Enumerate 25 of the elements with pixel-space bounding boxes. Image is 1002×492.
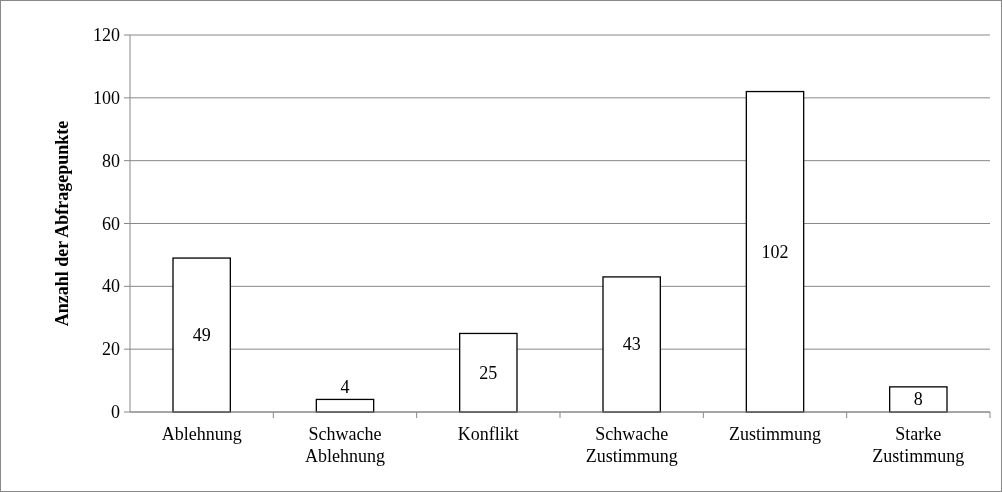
data-label: 43 xyxy=(622,334,641,355)
y-tick-label: 120 xyxy=(93,25,120,45)
bar xyxy=(745,90,805,413)
y-tick-label: 40 xyxy=(102,276,120,297)
y-tick-label: 100 xyxy=(93,87,120,108)
x-tick-label: Zustimmung xyxy=(728,424,822,444)
bar xyxy=(889,386,948,413)
bar xyxy=(459,332,518,413)
data-label: 25 xyxy=(479,362,498,383)
x-tick-label: Konflikt xyxy=(457,424,519,444)
y-tick-label: 0 xyxy=(111,402,120,422)
y-axis-title: Anzahl der Abfragepunkte xyxy=(52,120,72,327)
x-tick-label: Starke Zustimmung xyxy=(872,424,965,466)
data-label: 4 xyxy=(340,377,350,398)
x-tick-label: Schwache Zustimmung xyxy=(585,424,678,466)
x-tick-label: Ablehnung xyxy=(161,424,242,444)
data-label: 8 xyxy=(913,389,923,410)
data-label: 49 xyxy=(192,325,211,346)
y-tick-label: 60 xyxy=(102,213,120,234)
data-label: 102 xyxy=(761,241,789,262)
x-tick-label: Schwache Ablehnung xyxy=(305,424,385,466)
bar xyxy=(602,276,661,413)
y-tick-label: 80 xyxy=(102,150,120,171)
bar xyxy=(172,257,231,413)
y-tick-label: 20 xyxy=(102,339,120,360)
